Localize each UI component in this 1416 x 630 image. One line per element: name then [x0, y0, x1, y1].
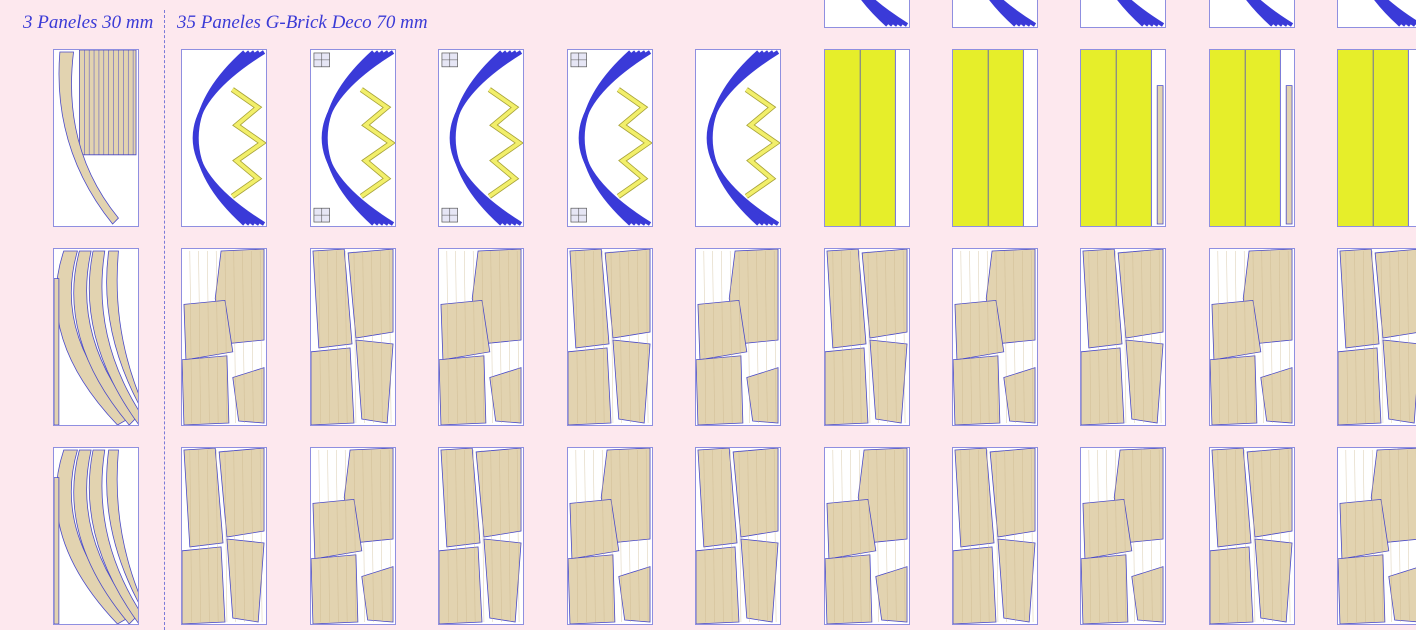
wood-cutouts-b-drawing — [182, 448, 265, 624]
lime-bars-strip-drawing — [1210, 50, 1293, 226]
wood-cutouts-b-drawing — [953, 448, 1036, 624]
blue-arcs-zigzag-badges-drawing — [313, 50, 395, 226]
blue-arcs-zigzag-drawing — [192, 50, 266, 226]
panel-r2-c1 — [181, 248, 267, 426]
left-panel-2 — [53, 248, 139, 426]
panel-r3-c6 — [824, 447, 910, 625]
blue-arcs-zigzag-badges-drawing — [570, 50, 652, 226]
panel-r1-c6 — [824, 49, 910, 227]
wood-cutouts-b-drawing — [311, 249, 394, 425]
blue-arcs-zigzag-drawing — [989, 0, 1037, 27]
wood-arc-set-drawing — [54, 250, 138, 425]
lime-bars-drawing — [825, 50, 896, 226]
right-title: 35 Paneles G-Brick Deco 70 mm — [177, 12, 428, 33]
wood-cutouts-a-drawing — [696, 249, 779, 425]
panel-r3-c8 — [1080, 447, 1166, 625]
panel-r1-c2 — [310, 49, 396, 227]
panel-r2-c6 — [824, 248, 910, 426]
panel-r2-c2 — [310, 248, 396, 426]
wood-arc-set-drawing — [54, 449, 138, 624]
left-panel-1 — [53, 49, 139, 227]
panel-r3-c7 — [952, 447, 1038, 625]
blue-arcs-zigzag-drawing — [1117, 0, 1165, 27]
panel-r1-c8 — [1080, 49, 1166, 227]
wood-cutouts-b-drawing — [568, 249, 651, 425]
panel-r3-c3 — [438, 447, 524, 625]
wood-cutouts-a-drawing — [311, 448, 394, 624]
blue-arcs-zigzag-badges-drawing — [441, 50, 523, 226]
wood-cutouts-b-drawing — [439, 448, 522, 624]
panel-r1-c7 — [952, 49, 1038, 227]
panel-r1-c5 — [695, 49, 781, 227]
panel-r2-c8 — [1080, 248, 1166, 426]
panel-top-c6 — [824, 0, 910, 28]
wood-cutouts-b-drawing — [825, 249, 908, 425]
wood-cutouts-a-drawing — [182, 249, 265, 425]
wood-cutouts-a-drawing — [825, 448, 908, 624]
panel-r2-c5 — [695, 248, 781, 426]
panel-r3-c5 — [695, 447, 781, 625]
panel-top-c10 — [1337, 0, 1416, 28]
wood-arc-strips-drawing — [58, 50, 137, 225]
panel-r1-c9 — [1209, 49, 1295, 227]
wood-cutouts-b-drawing — [1210, 448, 1293, 624]
panel-r2-c7 — [952, 248, 1038, 426]
wood-cutouts-b-drawing — [1081, 249, 1164, 425]
panel-r1-c3 — [438, 49, 524, 227]
panel-r1-c10 — [1337, 49, 1416, 227]
panel-r2-c4 — [567, 248, 653, 426]
blue-arcs-zigzag-drawing — [1246, 0, 1294, 27]
wood-cutouts-b-drawing — [696, 448, 779, 624]
blue-arcs-zigzag-drawing — [1374, 0, 1416, 27]
lime-bars-strip-drawing — [1081, 50, 1164, 226]
wood-cutouts-b-drawing — [1338, 249, 1416, 425]
panel-top-c9 — [1209, 0, 1295, 28]
lime-bars-drawing — [953, 50, 1024, 226]
panel-r3-c4 — [567, 447, 653, 625]
panel-r3-c9 — [1209, 447, 1295, 625]
wood-cutouts-a-drawing — [1210, 249, 1293, 425]
lime-bars-drawing — [1338, 50, 1409, 226]
wood-cutouts-a-drawing — [953, 249, 1036, 425]
panel-r3-c10 — [1337, 447, 1416, 625]
wood-cutouts-a-drawing — [568, 448, 651, 624]
panel-r3-c2 — [310, 447, 396, 625]
panel-r1-c4 — [567, 49, 653, 227]
left-panel-3 — [53, 447, 139, 625]
left-title: 3 Paneles 30 mm — [23, 12, 154, 33]
panel-r1-c1 — [181, 49, 267, 227]
panel-r2-c10 — [1337, 248, 1416, 426]
section-divider — [164, 10, 165, 630]
panel-r3-c1 — [181, 447, 267, 625]
panel-r2-c3 — [438, 248, 524, 426]
blue-arcs-zigzag-drawing — [706, 50, 780, 226]
wood-cutouts-a-drawing — [1338, 448, 1416, 624]
wood-cutouts-a-drawing — [439, 249, 522, 425]
panel-top-c7 — [952, 0, 1038, 28]
panel-top-c8 — [1080, 0, 1166, 28]
panel-r2-c9 — [1209, 248, 1295, 426]
wood-cutouts-a-drawing — [1081, 448, 1164, 624]
blue-arcs-zigzag-drawing — [861, 0, 909, 27]
